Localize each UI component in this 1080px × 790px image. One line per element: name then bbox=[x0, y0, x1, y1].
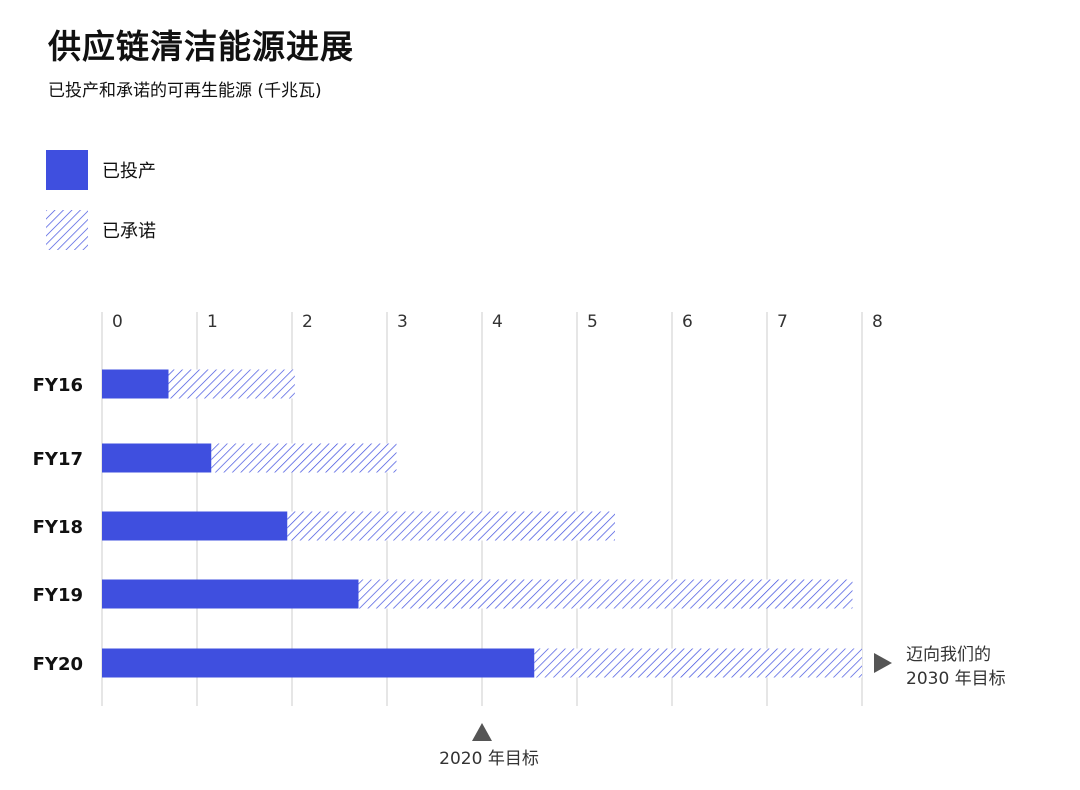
chart-title: 供应链清洁能源进展 bbox=[48, 27, 354, 66]
bar-operational-FY19 bbox=[102, 579, 359, 609]
target-2020-marker bbox=[472, 723, 492, 741]
category-label-FY18: FY18 bbox=[33, 517, 83, 538]
category-label-FY17: FY17 bbox=[33, 449, 83, 470]
legend-item-committed: 已承诺 bbox=[46, 210, 156, 250]
x-tick-label-5: 5 bbox=[587, 312, 598, 332]
legend-item-operational: 已投产 bbox=[46, 150, 156, 190]
x-tick-label-7: 7 bbox=[777, 312, 788, 332]
category-label-FY19: FY19 bbox=[33, 585, 83, 606]
bar-committed-FY17 bbox=[211, 443, 397, 473]
category-labels: FY16 FY17 FY18 FY19 FY20 bbox=[33, 375, 83, 675]
x-axis-ticks: 0 1 2 3 4 5 6 7 8 bbox=[112, 312, 883, 332]
bar-committed-FY20 bbox=[534, 648, 862, 678]
legend-label-committed: 已承诺 bbox=[102, 221, 156, 242]
bar-committed-FY18 bbox=[287, 511, 615, 541]
bar-committed-FY19 bbox=[358, 579, 853, 609]
legend-swatch-solid bbox=[46, 150, 88, 190]
x-tick-label-0: 0 bbox=[112, 312, 123, 332]
bar-operational-FY20 bbox=[102, 648, 535, 678]
legend-swatch-hatched bbox=[46, 210, 88, 250]
x-tick-label-8: 8 bbox=[872, 312, 883, 332]
bar-operational-FY16 bbox=[102, 369, 169, 399]
target-2030-label-line1: 迈向我们的 bbox=[906, 645, 991, 665]
x-tick-label-3: 3 bbox=[397, 312, 408, 332]
grid-lines bbox=[101, 312, 863, 706]
bar-operational-FY18 bbox=[102, 511, 288, 541]
x-tick-label-2: 2 bbox=[302, 312, 313, 332]
annotations: 2020 年目标 迈向我们的 2030 年目标 bbox=[439, 645, 1006, 769]
x-tick-label-1: 1 bbox=[207, 312, 218, 332]
chart-subtitle: 已投产和承诺的可再生能源 (千兆瓦) bbox=[48, 81, 322, 101]
category-label-FY16: FY16 bbox=[33, 375, 83, 396]
x-tick-label-6: 6 bbox=[682, 312, 693, 332]
bar-committed-FY16 bbox=[168, 369, 295, 399]
legend-label-operational: 已投产 bbox=[102, 161, 156, 182]
bar-operational-FY17 bbox=[102, 443, 212, 473]
target-2030-marker bbox=[874, 653, 892, 673]
target-2020-label: 2020 年目标 bbox=[439, 749, 539, 769]
target-2030-label-line2: 2030 年目标 bbox=[906, 669, 1006, 689]
category-label-FY20: FY20 bbox=[33, 654, 83, 675]
bars bbox=[102, 369, 862, 678]
x-tick-label-4: 4 bbox=[492, 312, 503, 332]
